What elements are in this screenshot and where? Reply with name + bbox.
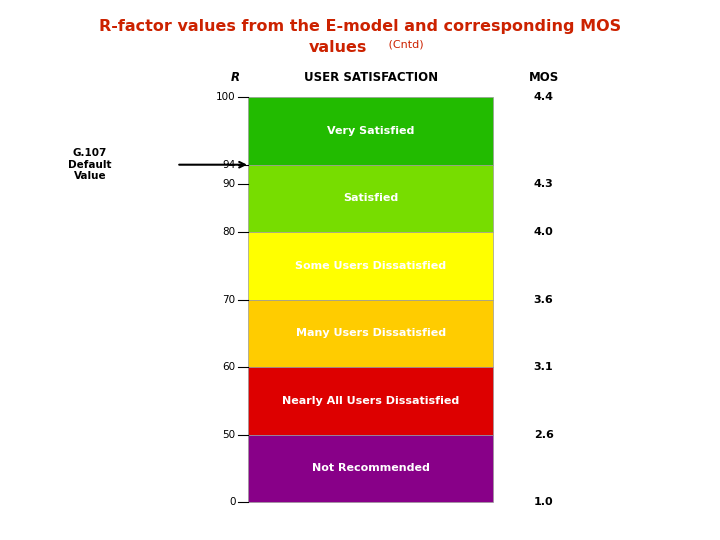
Text: 94: 94 (222, 160, 235, 170)
Text: 3.1: 3.1 (534, 362, 554, 372)
Bar (248, 367, 493, 435)
Bar (248, 165, 493, 232)
Text: 1.0: 1.0 (534, 497, 554, 507)
Text: 2.6: 2.6 (534, 430, 554, 440)
Text: Not Recommended: Not Recommended (312, 463, 430, 474)
Text: 0: 0 (229, 497, 235, 507)
Bar (248, 232, 493, 300)
Text: MOS: MOS (528, 71, 559, 84)
Text: R-factor values from the E-model and corresponding MOS: R-factor values from the E-model and cor… (99, 19, 621, 34)
Bar (248, 300, 493, 367)
Bar (248, 97, 493, 165)
Text: R: R (231, 71, 240, 84)
Text: G.107
Default
Value: G.107 Default Value (68, 148, 112, 181)
Text: 4.4: 4.4 (534, 92, 554, 102)
Text: Some Users Dissatisfied: Some Users Dissatisfied (295, 261, 446, 271)
Text: 50: 50 (222, 430, 235, 440)
Text: 90: 90 (222, 179, 235, 189)
Text: Satisfied: Satisfied (343, 193, 398, 204)
Text: values: values (309, 40, 368, 56)
Text: Many Users Dissatisfied: Many Users Dissatisfied (296, 328, 446, 339)
Text: (Cntd): (Cntd) (385, 40, 424, 50)
Text: 4.3: 4.3 (534, 179, 554, 189)
Text: 70: 70 (222, 295, 235, 305)
Text: 100: 100 (216, 92, 235, 102)
Text: 80: 80 (222, 227, 235, 237)
Bar (248, 435, 493, 502)
Text: 4.0: 4.0 (534, 227, 554, 237)
Text: USER SATISFACTION: USER SATISFACTION (304, 71, 438, 84)
Text: 3.6: 3.6 (534, 295, 554, 305)
Text: Nearly All Users Dissatisfied: Nearly All Users Dissatisfied (282, 396, 459, 406)
Text: Very Satisfied: Very Satisfied (327, 126, 415, 136)
Text: 60: 60 (222, 362, 235, 372)
